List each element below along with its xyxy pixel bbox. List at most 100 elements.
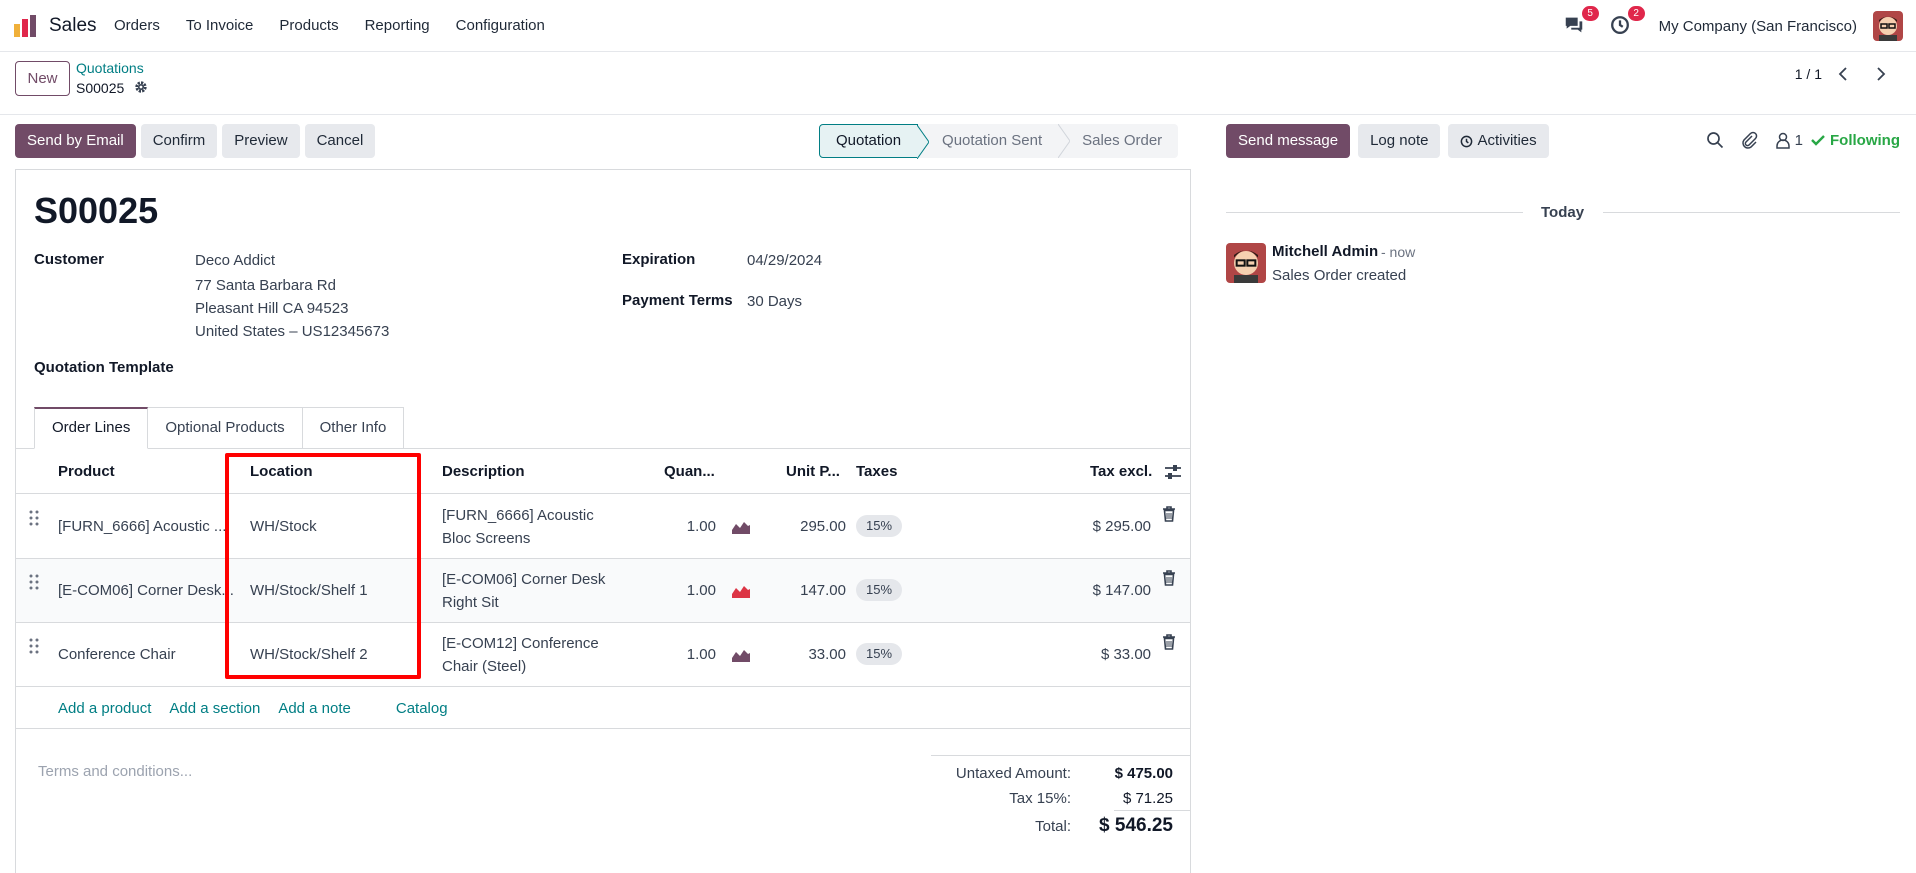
- messages-button[interactable]: 5: [1563, 6, 1599, 38]
- menu-orders[interactable]: Orders: [114, 17, 160, 34]
- forecast-chart-icon[interactable]: [732, 648, 750, 662]
- quotation-template-label: Quotation Template: [34, 359, 174, 376]
- pager-value[interactable]: 1 / 1: [1794, 66, 1822, 82]
- app-name[interactable]: Sales: [49, 15, 97, 36]
- stage-quotation-sent[interactable]: Quotation Sent: [918, 124, 1071, 158]
- tab-order-lines[interactable]: Order Lines: [34, 407, 149, 449]
- activities-button[interactable]: Activities: [1448, 124, 1549, 158]
- following-label: Following: [1830, 131, 1900, 149]
- quantity-cell[interactable]: 1.00: [686, 646, 716, 663]
- unit-price-cell[interactable]: 33.00: [808, 646, 846, 663]
- stage-label: Quotation: [836, 132, 902, 149]
- unit-price-cell[interactable]: 147.00: [800, 582, 846, 599]
- table-row[interactable]: Conference Chair WH/Stock/Shelf 2 [E-COM…: [16, 623, 1190, 687]
- message-author-avatar[interactable]: [1226, 243, 1266, 283]
- forecast-chart-icon[interactable]: [732, 584, 750, 598]
- quantity-cell[interactable]: 1.00: [686, 582, 716, 599]
- quantity-cell[interactable]: 1.00: [686, 518, 716, 535]
- payment-terms-field[interactable]: 30 Days: [747, 293, 803, 310]
- description-line: Right Sit: [442, 594, 499, 611]
- date-separator: Today: [1541, 204, 1585, 221]
- address-line: Pleasant Hill CA 94523: [195, 300, 349, 317]
- company-switcher[interactable]: My Company (San Francisco): [1658, 17, 1857, 35]
- description-line: [E-COM12] Conference: [442, 635, 599, 652]
- add-section-link[interactable]: Add a section: [169, 700, 261, 717]
- chat-icon: [1565, 17, 1582, 33]
- product-cell[interactable]: Conference Chair: [58, 646, 176, 663]
- send-message-button[interactable]: Send message: [1226, 124, 1351, 158]
- column-subtotal[interactable]: Tax excl.: [1090, 463, 1153, 480]
- top-navbar: Sales Orders To Invoice Products Reporti…: [0, 0, 1916, 52]
- table-row[interactable]: [FURN_6666] Acoustic ... WH/Stock [FURN_…: [16, 495, 1190, 559]
- clock-icon: [1461, 135, 1473, 147]
- column-product[interactable]: Product: [58, 463, 115, 480]
- tab-optional-products[interactable]: Optional Products: [148, 407, 303, 449]
- column-location[interactable]: Location: [250, 463, 313, 480]
- trash-icon[interactable]: [1162, 570, 1176, 586]
- confirm-button[interactable]: Confirm: [140, 124, 218, 158]
- add-note-link[interactable]: Add a note: [278, 700, 351, 717]
- trash-icon[interactable]: [1162, 634, 1176, 650]
- product-cell[interactable]: [E-COM06] Corner Desk...: [58, 582, 233, 599]
- stage-quotation[interactable]: Quotation: [819, 124, 930, 159]
- new-button[interactable]: New: [15, 61, 70, 96]
- followers-count[interactable]: 1: [1794, 131, 1804, 149]
- drag-handle-icon[interactable]: [29, 574, 39, 590]
- message-author[interactable]: Mitchell Admin: [1272, 243, 1379, 260]
- customer-name[interactable]: Deco Addict: [195, 252, 276, 269]
- trash-icon[interactable]: [1162, 506, 1176, 522]
- tab-other-info[interactable]: Other Info: [302, 407, 405, 449]
- tabs-baseline: [16, 448, 1190, 449]
- optional-columns-icon[interactable]: [1164, 463, 1182, 481]
- location-cell[interactable]: WH/Stock/Shelf 2: [250, 646, 368, 663]
- description-cell[interactable]: [FURN_6666] Acoustic Bloc Screens: [442, 504, 642, 550]
- add-product-link[interactable]: Add a product: [58, 700, 152, 717]
- unit-price-cell[interactable]: 295.00: [800, 518, 846, 535]
- search-icon[interactable]: [1706, 131, 1724, 149]
- gear-icon[interactable]: [134, 80, 148, 94]
- table-row[interactable]: [E-COM06] Corner Desk... WH/Stock/Shelf …: [16, 559, 1190, 623]
- menu-reporting[interactable]: Reporting: [364, 17, 430, 34]
- column-unit-price[interactable]: Unit P...: [786, 463, 840, 480]
- location-cell[interactable]: WH/Stock: [250, 518, 317, 535]
- menu-to-invoice[interactable]: To Invoice: [185, 17, 254, 34]
- pager-next-button[interactable]: [1868, 63, 1892, 85]
- tax-tag[interactable]: 15%: [856, 643, 903, 665]
- chevron-left-icon: [1838, 67, 1847, 81]
- catalog-link[interactable]: Catalog: [395, 700, 448, 717]
- drag-handle-icon[interactable]: [29, 510, 39, 526]
- form-sheet: S00025 Customer Deco Addict 77 Santa Bar…: [15, 169, 1191, 873]
- pager-previous-button[interactable]: [1832, 63, 1856, 85]
- user-icon[interactable]: [1774, 131, 1792, 149]
- product-cell[interactable]: [FURN_6666] Acoustic ...: [58, 518, 227, 535]
- log-note-button[interactable]: Log note: [1358, 124, 1441, 158]
- tax-tag[interactable]: 15%: [856, 579, 903, 601]
- sales-app-icon[interactable]: [13, 14, 37, 38]
- menu-products[interactable]: Products: [279, 17, 339, 34]
- stage-sales-order[interactable]: Sales Order: [1058, 124, 1179, 158]
- location-cell[interactable]: WH/Stock/Shelf 1: [250, 582, 368, 599]
- activities-button[interactable]: 2: [1609, 6, 1645, 38]
- column-quantity[interactable]: Quan...: [664, 463, 715, 480]
- following-button[interactable]: Following: [1811, 132, 1900, 149]
- menu-configuration[interactable]: Configuration: [455, 17, 545, 34]
- user-avatar[interactable]: [1873, 11, 1903, 41]
- description-cell[interactable]: [E-COM12] Conference Chair (Steel): [442, 632, 642, 678]
- tax-tag[interactable]: 15%: [856, 515, 903, 537]
- column-description[interactable]: Description: [442, 463, 525, 480]
- description-cell[interactable]: [E-COM06] Corner Desk Right Sit: [442, 568, 642, 614]
- order-lines-header: Product Location Description Quan... Uni…: [16, 449, 1190, 494]
- expiration-field[interactable]: 04/29/2024: [747, 252, 823, 269]
- forecast-chart-icon[interactable]: [732, 520, 750, 534]
- send-by-email-button[interactable]: Send by Email: [15, 124, 136, 158]
- column-taxes[interactable]: Taxes: [856, 463, 898, 480]
- preview-button[interactable]: Preview: [222, 124, 300, 158]
- cancel-button[interactable]: Cancel: [304, 124, 376, 158]
- record-title[interactable]: S00025: [34, 190, 159, 231]
- untaxed-amount-value: $ 475.00: [1114, 765, 1173, 782]
- subtotal-cell: $ 33.00: [1100, 646, 1151, 663]
- terms-and-conditions-field[interactable]: Terms and conditions...: [38, 763, 193, 780]
- paperclip-icon[interactable]: [1740, 131, 1758, 149]
- breadcrumb-quotations[interactable]: Quotations: [76, 60, 144, 76]
- drag-handle-icon[interactable]: [29, 638, 39, 654]
